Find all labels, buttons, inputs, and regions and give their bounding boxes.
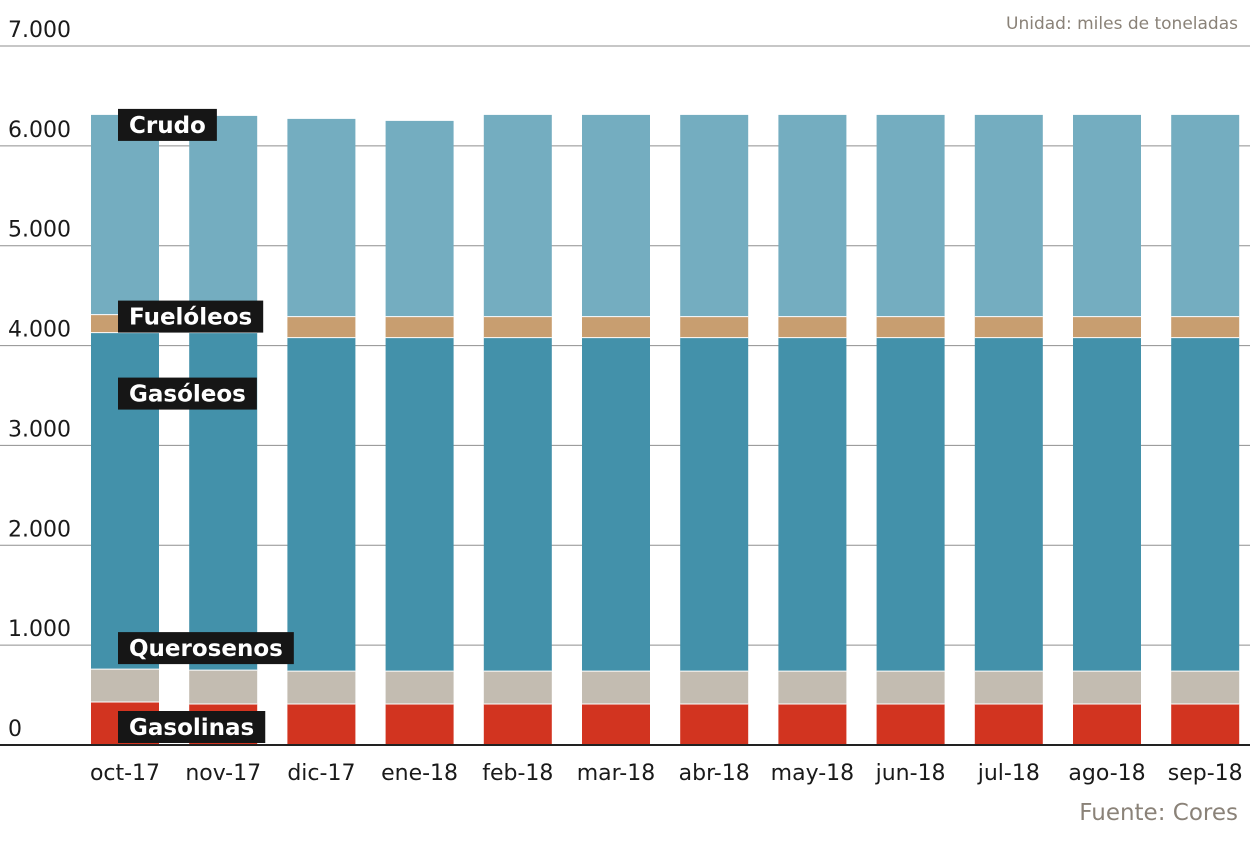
- bar-segment: [680, 671, 749, 705]
- bar-segment: [1073, 671, 1141, 705]
- bar-segment: [1171, 114, 1240, 317]
- bar-segment: [287, 704, 356, 745]
- bar-segment: [385, 337, 454, 672]
- x-tick-label: may-18: [771, 761, 854, 786]
- bar-segment: [287, 337, 356, 672]
- bar-segment: [483, 704, 552, 745]
- bar-segment: [582, 704, 650, 745]
- y-tick-label: 0: [8, 717, 22, 742]
- series-label: Querosenos: [118, 632, 294, 665]
- bar-segment: [1073, 337, 1141, 672]
- bar-segment: [876, 316, 945, 338]
- bar-segment: [1073, 316, 1141, 338]
- bar-segment: [483, 337, 552, 672]
- bar-segment: [1171, 337, 1240, 672]
- bar-segment: [385, 120, 454, 317]
- series-label: Gasolinas: [118, 711, 266, 743]
- series-label-text: Gasóleos: [129, 382, 246, 408]
- bar-segment: [1073, 704, 1141, 745]
- y-tick-label: 1.000: [8, 617, 71, 642]
- bar-segment: [582, 337, 650, 672]
- bar-segment: [385, 671, 454, 705]
- bar-segment: [483, 316, 552, 338]
- bar-segment: [680, 704, 749, 745]
- x-tick-label: nov-17: [185, 761, 261, 786]
- series-label-text: Querosenos: [129, 636, 283, 662]
- x-tick-label: mar-18: [577, 761, 655, 786]
- bar-segment: [385, 316, 454, 338]
- series-label-box: [118, 632, 294, 665]
- y-tick-label: 5.000: [8, 218, 71, 243]
- series-label-box: [118, 377, 257, 410]
- bar-segment: [189, 115, 258, 315]
- bar-segment: [876, 114, 945, 317]
- bar-segment: [483, 114, 552, 317]
- bar-segment: [1073, 114, 1141, 317]
- bar-segment: [974, 316, 1043, 338]
- source-note: Fuente: Cores: [1079, 800, 1238, 826]
- x-tick-label: jun-18: [875, 761, 946, 786]
- bar-segment: [1171, 316, 1240, 338]
- x-tick-label: ene-18: [381, 761, 458, 786]
- bar-segment: [680, 114, 749, 317]
- bar-segment: [778, 114, 847, 317]
- series-label-text: Gasolinas: [129, 715, 254, 741]
- bar-segment: [582, 671, 650, 705]
- bar-segment: [876, 704, 945, 745]
- bar-segment: [287, 316, 356, 338]
- bar-segment: [974, 114, 1043, 317]
- bar-segment: [1171, 671, 1240, 705]
- x-tick-label: sep-18: [1168, 761, 1243, 786]
- series-label-box: [118, 711, 266, 743]
- bar-segment: [287, 118, 356, 317]
- x-tick-label: abr-18: [679, 761, 750, 786]
- x-tick-label: feb-18: [482, 761, 553, 786]
- y-tick-label: 4.000: [8, 318, 71, 343]
- series-label: Gasóleos: [118, 377, 257, 410]
- bar-segment: [778, 316, 847, 338]
- series-label: Crudo: [118, 108, 217, 141]
- x-tick-label: dic-17: [287, 761, 355, 786]
- y-tick-label: 2.000: [8, 517, 71, 542]
- series-label-text: Fuelóleos: [129, 305, 252, 331]
- bars: [91, 114, 1240, 745]
- unit-note: Unidad: miles de toneladas: [1006, 14, 1238, 34]
- x-tick-label: ago-18: [1068, 761, 1145, 786]
- bar-segment: [876, 337, 945, 672]
- bar-segment: [778, 671, 847, 705]
- bar-segment: [778, 704, 847, 745]
- bar-segment: [91, 114, 159, 315]
- series-label-box: [118, 108, 217, 141]
- bar-segment: [1171, 704, 1240, 745]
- y-tick-label: 6.000: [8, 118, 71, 143]
- bar-segment: [582, 316, 650, 338]
- y-tick-label: 3.000: [8, 417, 71, 442]
- bar-segment: [974, 704, 1043, 745]
- series-labels: Gasolinas Querosenos Gasóleos Fuelóleos Crud…: [118, 108, 294, 743]
- bar-segment: [189, 670, 258, 705]
- bar-segment: [287, 671, 356, 705]
- bar-segment: [483, 671, 552, 705]
- x-tick-label: jul-18: [977, 761, 1040, 786]
- series-label: Fuelóleos: [118, 300, 264, 333]
- y-tick-label: 7.000: [8, 18, 71, 43]
- axes: 0 1.000 2.000 3.000 4.000 5.000 6.000 7.000 oct-…: [0, 18, 1250, 786]
- bar-segment: [91, 669, 159, 703]
- bar-segment: [680, 337, 749, 672]
- series-label-box: [118, 300, 264, 333]
- bar-segment: [974, 671, 1043, 705]
- bar-segment: [974, 337, 1043, 672]
- bar-segment: [876, 671, 945, 705]
- bar-segment: [680, 316, 749, 338]
- series-label-text: Crudo: [129, 113, 206, 139]
- x-tick-label: oct-17: [90, 761, 160, 786]
- bar-segment: [582, 114, 650, 317]
- bar-segment: [778, 337, 847, 672]
- bar-segment: [385, 704, 454, 745]
